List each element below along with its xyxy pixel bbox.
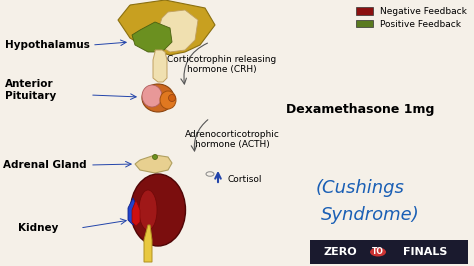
PathPatch shape — [153, 50, 167, 82]
Text: Anterior
Pituitary: Anterior Pituitary — [5, 79, 56, 101]
PathPatch shape — [118, 0, 215, 55]
Ellipse shape — [160, 91, 176, 109]
Text: FINALS: FINALS — [403, 247, 447, 257]
FancyBboxPatch shape — [310, 240, 468, 264]
PathPatch shape — [135, 155, 172, 173]
Text: Syndrome): Syndrome) — [320, 206, 419, 224]
Text: Adrenal Gland: Adrenal Gland — [3, 160, 87, 170]
Text: TO: TO — [372, 247, 384, 256]
Polygon shape — [128, 198, 138, 225]
Ellipse shape — [139, 190, 157, 230]
PathPatch shape — [158, 10, 198, 52]
Ellipse shape — [130, 174, 185, 246]
Circle shape — [370, 247, 386, 256]
PathPatch shape — [132, 22, 172, 52]
Text: ZERO: ZERO — [323, 247, 357, 257]
Text: Dexamethasone 1mg: Dexamethasone 1mg — [286, 103, 434, 117]
Text: Cortisol: Cortisol — [228, 176, 263, 185]
Polygon shape — [132, 200, 140, 226]
Text: (Cushings: (Cushings — [316, 179, 404, 197]
Ellipse shape — [142, 84, 174, 112]
Ellipse shape — [168, 94, 175, 102]
Polygon shape — [144, 225, 152, 262]
Text: Corticotrophin releasing
hormone (CRH): Corticotrophin releasing hormone (CRH) — [167, 55, 277, 74]
Legend: Negative Feedback, Positive Feedback: Negative Feedback, Positive Feedback — [354, 5, 469, 32]
Text: Hypothalamus: Hypothalamus — [5, 40, 90, 50]
Text: Adrenocorticotrophic
hormone (ACTH): Adrenocorticotrophic hormone (ACTH) — [184, 130, 280, 149]
Ellipse shape — [153, 155, 157, 160]
Ellipse shape — [142, 85, 162, 107]
Text: Kidney: Kidney — [18, 223, 58, 233]
